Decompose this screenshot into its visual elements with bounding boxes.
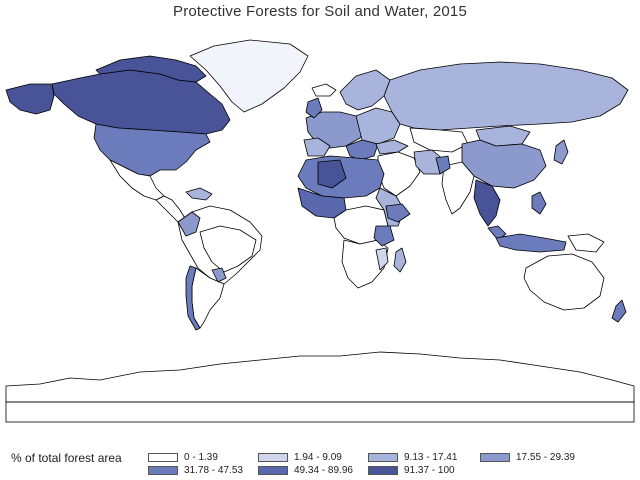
page-title: Protective Forests for Soil and Water, 2… xyxy=(172,3,467,20)
pakistan-region xyxy=(435,155,451,175)
indonesia-region xyxy=(495,233,567,253)
iberia-region xyxy=(303,137,331,157)
alaska-region xyxy=(5,83,55,115)
united-states-region xyxy=(93,123,211,177)
legend-label: % of total forest area xyxy=(11,451,122,465)
ethiopia-region xyxy=(385,203,411,223)
legend-swatch xyxy=(368,453,398,462)
new-zealand-region xyxy=(611,299,627,323)
madagascar-region xyxy=(393,247,407,273)
caribbean-region xyxy=(185,187,213,201)
russia-region xyxy=(383,61,629,131)
balkans-region xyxy=(345,139,379,161)
legend-swatch xyxy=(148,453,178,462)
turkey-region xyxy=(375,139,409,155)
legend-swatch xyxy=(258,453,288,462)
philippines-region xyxy=(531,191,547,215)
mozambique-region xyxy=(375,247,389,271)
legend-range: 1.94 - 9.09 xyxy=(294,452,342,463)
legend-swatch xyxy=(148,466,178,475)
chile-region xyxy=(185,265,201,331)
antarctica-region xyxy=(5,351,635,403)
uk-region xyxy=(305,97,323,119)
greenland-region xyxy=(189,39,309,113)
mainland-southeast-asia-region xyxy=(473,179,501,227)
scandinavia-region xyxy=(339,69,391,111)
legend-swatch xyxy=(480,453,510,462)
japan-region xyxy=(553,139,569,165)
iceland-region xyxy=(311,83,337,97)
canada-islands-region xyxy=(95,55,207,83)
china-region xyxy=(461,139,547,189)
algeria-region xyxy=(317,159,347,189)
brazil-region xyxy=(199,225,257,273)
tanzania-region xyxy=(373,225,395,247)
legend-range: 0 - 1.39 xyxy=(184,452,218,463)
map-frame xyxy=(5,401,635,423)
legend-range: 91.37 - 100 xyxy=(404,465,455,476)
legend-range: 17.55 - 29.39 xyxy=(516,452,575,463)
legend-range: 49.34 - 89.96 xyxy=(294,465,353,476)
legend-swatch xyxy=(258,466,288,475)
legend-range: 9.13 - 17.41 xyxy=(404,452,458,463)
colombia-region xyxy=(177,211,201,237)
new-guinea-region xyxy=(567,233,605,253)
legend-swatch xyxy=(368,466,398,475)
kazakhstan-region xyxy=(409,127,469,153)
australia-region xyxy=(523,253,605,311)
central-america-region xyxy=(155,195,187,223)
india-region xyxy=(441,161,475,215)
paraguay-region xyxy=(211,267,227,283)
legend-range: 31.78 - 47.53 xyxy=(184,465,243,476)
malaysia-region xyxy=(487,225,507,241)
canada-region xyxy=(51,69,231,135)
